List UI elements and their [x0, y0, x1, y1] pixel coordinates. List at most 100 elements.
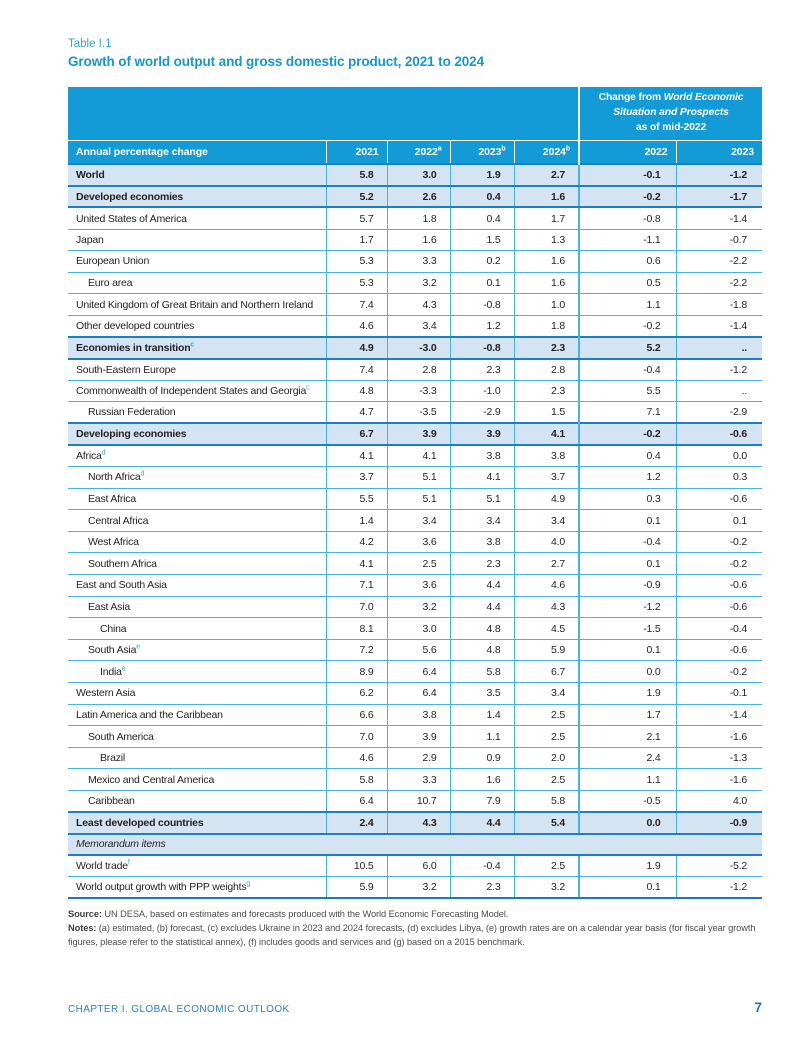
value-cell: 2.1	[578, 725, 677, 748]
row-label: East Asia	[68, 596, 326, 619]
value-cell: 10.5	[325, 855, 387, 878]
value-cell: 5.7	[325, 207, 387, 230]
value-cell: 0.4	[449, 207, 514, 230]
value-cell: 2.5	[513, 855, 580, 878]
col-header-2021: 2021	[325, 140, 387, 165]
row-label: Economies in transitionc	[68, 336, 326, 360]
value-cell: -1.2	[578, 596, 677, 619]
row-label: Western Asia	[68, 682, 326, 705]
value-cell: 3.8	[449, 531, 514, 554]
value-cell: 1.1	[578, 293, 677, 316]
value-cell: 10.7	[386, 790, 450, 813]
value-cell: 3.4	[513, 682, 580, 705]
value-cell: 7.4	[325, 293, 387, 316]
value-cell: -0.8	[578, 207, 677, 230]
value-cell: 1.6	[513, 250, 580, 273]
value-cell: 0.1	[578, 876, 677, 900]
value-cell: -0.6	[675, 574, 763, 597]
table-row: West Africa 4.2 3.6 3.8 4.0 -0.4 -0.2	[68, 531, 763, 554]
value-cell: 7.1	[578, 401, 677, 424]
value-cell: -2.2	[675, 272, 763, 295]
col-header-2022: 2022a	[386, 140, 450, 165]
value-cell: -1.2	[675, 163, 763, 187]
value-cell: -0.8	[449, 293, 514, 316]
footnote-marker: e	[136, 643, 140, 651]
value-cell: -0.1	[675, 682, 763, 705]
value-cell: 5.1	[386, 488, 450, 511]
notes-label: Notes:	[68, 923, 97, 934]
value-cell: 1.8	[513, 315, 580, 338]
value-cell: 4.9	[325, 336, 387, 360]
table-row: Latin America and the Caribbean 6.6 3.8 1.4…	[68, 704, 763, 727]
value-cell: 2.4	[325, 811, 387, 835]
value-cell: -0.4	[675, 617, 763, 640]
value-cell: 0.6	[578, 250, 677, 273]
table-row: European Union 5.3 3.3 0.2 1.6 0.6 -2.2	[68, 250, 763, 273]
footnote-marker: c	[306, 384, 310, 392]
value-cell: -3.0	[386, 336, 450, 360]
table-row: China 8.1 3.0 4.8 4.5 -1.5 -0.4	[68, 617, 763, 640]
value-cell: -0.2	[675, 660, 763, 684]
row-label: Central Africa	[68, 509, 326, 532]
value-cell: 3.0	[386, 617, 450, 640]
row-label: Russian Federation	[68, 401, 326, 424]
value-cell: 1.3	[513, 229, 580, 252]
value-cell: 1.6	[449, 768, 514, 791]
value-cell: ..	[675, 380, 763, 403]
row-label: European Union	[68, 250, 326, 273]
row-label: United Kingdom of Great Britain and Nort…	[68, 293, 326, 316]
table-row: Central Africa 1.4 3.4 3.4 3.4 0.1 0.1	[68, 509, 763, 532]
row-label: Euro area	[68, 272, 326, 295]
footnote-marker: f	[127, 859, 130, 867]
table-row: East Africa 5.5 5.1 5.1 4.9 0.3 -0.6	[68, 488, 763, 511]
table-row: South Asiae 7.2 5.6 4.8 5.9 0.1 -0.6	[68, 639, 763, 662]
table-number-label: Table I.1	[68, 38, 112, 50]
value-cell: -1.2	[675, 358, 763, 381]
value-cell: -0.7	[675, 229, 763, 252]
row-label: Memorandum items	[68, 832, 763, 857]
value-cell: 6.4	[325, 790, 387, 813]
value-cell: -1.4	[675, 704, 763, 727]
row-label: Indiae	[68, 660, 326, 684]
value-cell: 2.3	[513, 380, 580, 403]
value-cell: 4.6	[325, 315, 387, 338]
value-cell: 2.8	[513, 358, 580, 381]
value-cell: -0.6	[675, 488, 763, 511]
value-cell: 3.9	[386, 422, 450, 446]
gdp-growth-table: Change from World Economic Situation and…	[68, 87, 763, 900]
value-cell: -0.1	[578, 163, 677, 187]
row-label: Japan	[68, 229, 326, 252]
value-cell: 1.7	[578, 704, 677, 727]
value-cell: 4.6	[513, 574, 580, 597]
value-cell: 4.2	[325, 531, 387, 554]
value-cell: 3.6	[386, 574, 450, 597]
value-cell: 6.4	[386, 682, 450, 705]
page-number: 7	[754, 1000, 762, 1015]
table-row: Indiae 8.9 6.4 5.8 6.7 0.0 -0.2	[68, 660, 763, 684]
change-header-suffix: as of mid-2022	[635, 121, 707, 133]
value-cell: 4.4	[449, 574, 514, 597]
value-cell: -0.6	[675, 422, 763, 446]
row-label: Mexico and Central America	[68, 768, 326, 791]
value-cell: 5.8	[449, 660, 514, 684]
row-label: North Africad	[68, 466, 326, 489]
row-label: South America	[68, 725, 326, 748]
row-label: World	[68, 163, 326, 187]
value-cell: 4.0	[675, 790, 763, 813]
table-row: Memorandum items	[68, 832, 763, 857]
table-row: World output growth with PPP weightsg 5.9…	[68, 876, 763, 900]
value-cell: -0.6	[675, 596, 763, 619]
value-cell: 4.6	[325, 747, 387, 770]
value-cell: -2.2	[675, 250, 763, 273]
row-label: Brazil	[68, 747, 326, 770]
value-cell: 2.7	[513, 163, 580, 187]
table-row: Russian Federation 4.7 -3.5 -2.9 1.5 7.1 -2.9	[68, 401, 763, 424]
value-cell: 7.1	[325, 574, 387, 597]
value-cell: 5.6	[386, 639, 450, 662]
value-cell: 5.1	[449, 488, 514, 511]
value-cell: 0.3	[578, 488, 677, 511]
value-cell: 3.8	[449, 444, 514, 468]
row-label: Developing economies	[68, 422, 326, 446]
table-row: Developed economies 5.2 2.6 0.4 1.6 -0.2 -1.7	[68, 184, 763, 209]
table-row: Commonwealth of Independent States and G…	[68, 380, 763, 403]
